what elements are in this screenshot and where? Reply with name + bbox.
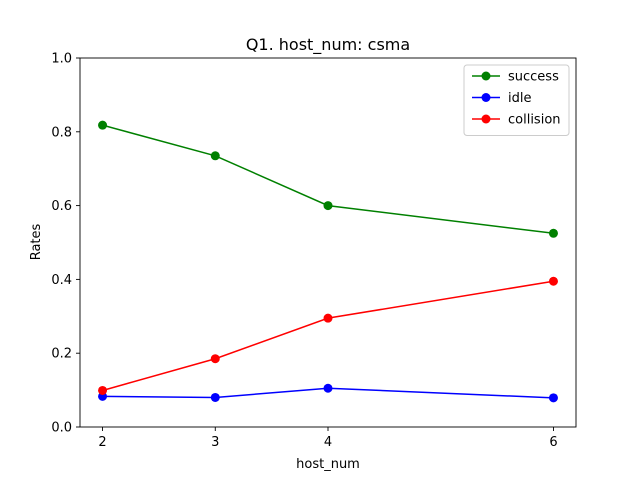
y-tick-label-3: 0.6	[51, 199, 72, 214]
legend-label-success: success	[508, 70, 559, 85]
data-point-collision-6	[548, 276, 558, 286]
legend-marker-collision	[481, 114, 491, 124]
y-tick-label-4: 0.8	[51, 125, 72, 140]
axes: 2 3 4 6 0.0 0.2 0.4 0.6 0.8 1.0	[51, 52, 577, 450]
legend-marker-idle	[481, 93, 491, 102]
legend-label-idle: idle	[508, 91, 531, 106]
legend-label-collision: collision	[508, 113, 561, 128]
series-line-success	[102, 124, 554, 235]
x-tick-label-4: 4	[324, 435, 332, 450]
x-tick-label-2: 2	[98, 435, 106, 450]
data-point-success-4	[323, 201, 333, 211]
x-axis-label: host_num	[296, 457, 360, 472]
y-tick-label-1: 0.2	[51, 347, 72, 362]
data-point-idle-4	[323, 383, 333, 393]
data-point-idle-6	[548, 393, 558, 403]
legend: success idle collision	[463, 64, 570, 136]
series-line-collision	[102, 280, 554, 392]
data-point-success-6	[548, 228, 558, 238]
x-tick-label-3: 3	[211, 435, 219, 450]
y-tick-label-2: 0.4	[51, 273, 72, 288]
data-point-success-2	[98, 120, 108, 130]
y-tick-label-5: 1.0	[51, 52, 72, 67]
series-line-idle	[102, 387, 554, 399]
y-axis-label: Rates	[29, 223, 44, 260]
data-point-success-3	[210, 151, 220, 161]
data-point-collision-2	[98, 385, 108, 395]
y-tick-label-0: 0.0	[51, 421, 72, 436]
data-point-idle-3	[210, 392, 220, 402]
x-tick-label-6: 6	[549, 435, 557, 450]
chart-title: Q1. host_num: csma	[246, 35, 410, 55]
data-point-collision-3	[210, 354, 220, 364]
data-point-collision-4	[323, 313, 333, 323]
plot-area	[98, 120, 558, 403]
legend-marker-success	[481, 71, 491, 81]
